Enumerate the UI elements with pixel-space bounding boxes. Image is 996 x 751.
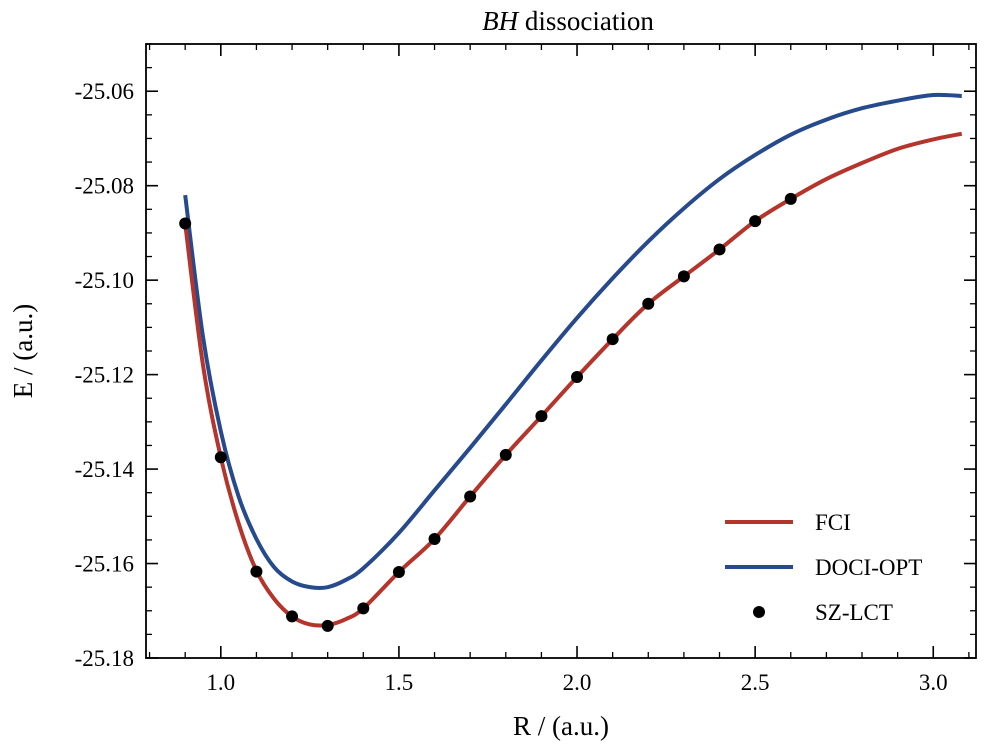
series-sz-lct-point — [464, 490, 477, 503]
y-tick-label: -25.16 — [75, 552, 134, 577]
plot-series — [179, 92, 963, 632]
series-sz-lct-point — [392, 566, 405, 579]
y-tick-label: -25.12 — [75, 363, 134, 388]
series-sz-lct-point — [713, 243, 726, 256]
y-axis-label: E / (a.u.) — [8, 304, 38, 398]
legend-sz-lct-marker — [753, 606, 765, 618]
y-tick-label: -25.08 — [75, 174, 134, 199]
y-tick-label: -25.06 — [75, 79, 134, 104]
series-sz-lct-point — [571, 370, 584, 383]
series-sz-lct-point — [499, 448, 512, 461]
series-sz-lct-point — [642, 297, 655, 310]
series-sz-lct-point — [179, 217, 192, 230]
x-tick-label: 2.5 — [741, 670, 770, 695]
legend-doci-opt-label: DOCI-OPT — [815, 555, 922, 580]
y-tick-label: -25.10 — [75, 268, 134, 293]
x-axis-label: R / (a.u.) — [513, 711, 609, 741]
x-tick-label: 3.0 — [919, 670, 948, 695]
series-sz-lct-point — [214, 451, 227, 464]
series-sz-lct-point — [749, 215, 762, 228]
series-sz-lct-point — [357, 602, 370, 615]
plot-frame — [145, 43, 977, 659]
series-sz-lct-point — [606, 333, 619, 346]
x-tick-label: 1.0 — [206, 670, 235, 695]
x-tick-label: 1.5 — [385, 670, 414, 695]
series-doci-opt-line — [183, 92, 962, 590]
legend-fci-label: FCI — [815, 510, 851, 535]
series-sz-lct-point — [428, 532, 441, 545]
series-sz-lct-point — [250, 565, 263, 578]
legend: FCI DOCI-OPT SZ-LCT — [725, 510, 922, 625]
series-sz-lct-point — [535, 410, 548, 423]
y-tick-label: -25.18 — [75, 646, 134, 671]
legend-sz-lct-label: SZ-LCT — [815, 600, 893, 625]
y-tick-label: -25.14 — [75, 457, 135, 482]
series-sz-lct-point — [784, 192, 797, 205]
series-sz-lct-point — [286, 610, 299, 623]
series-sz-lct-point — [321, 619, 334, 632]
tick-labels: 1.0 1.5 2.0 2.5 3.0 -25.18 -25.16 -25.14 -25.12 -… — [75, 79, 948, 695]
x-tick-label: 2.0 — [563, 670, 592, 695]
series-sz-lct-point — [677, 270, 690, 283]
chart-title: BH dissociation — [482, 6, 654, 36]
